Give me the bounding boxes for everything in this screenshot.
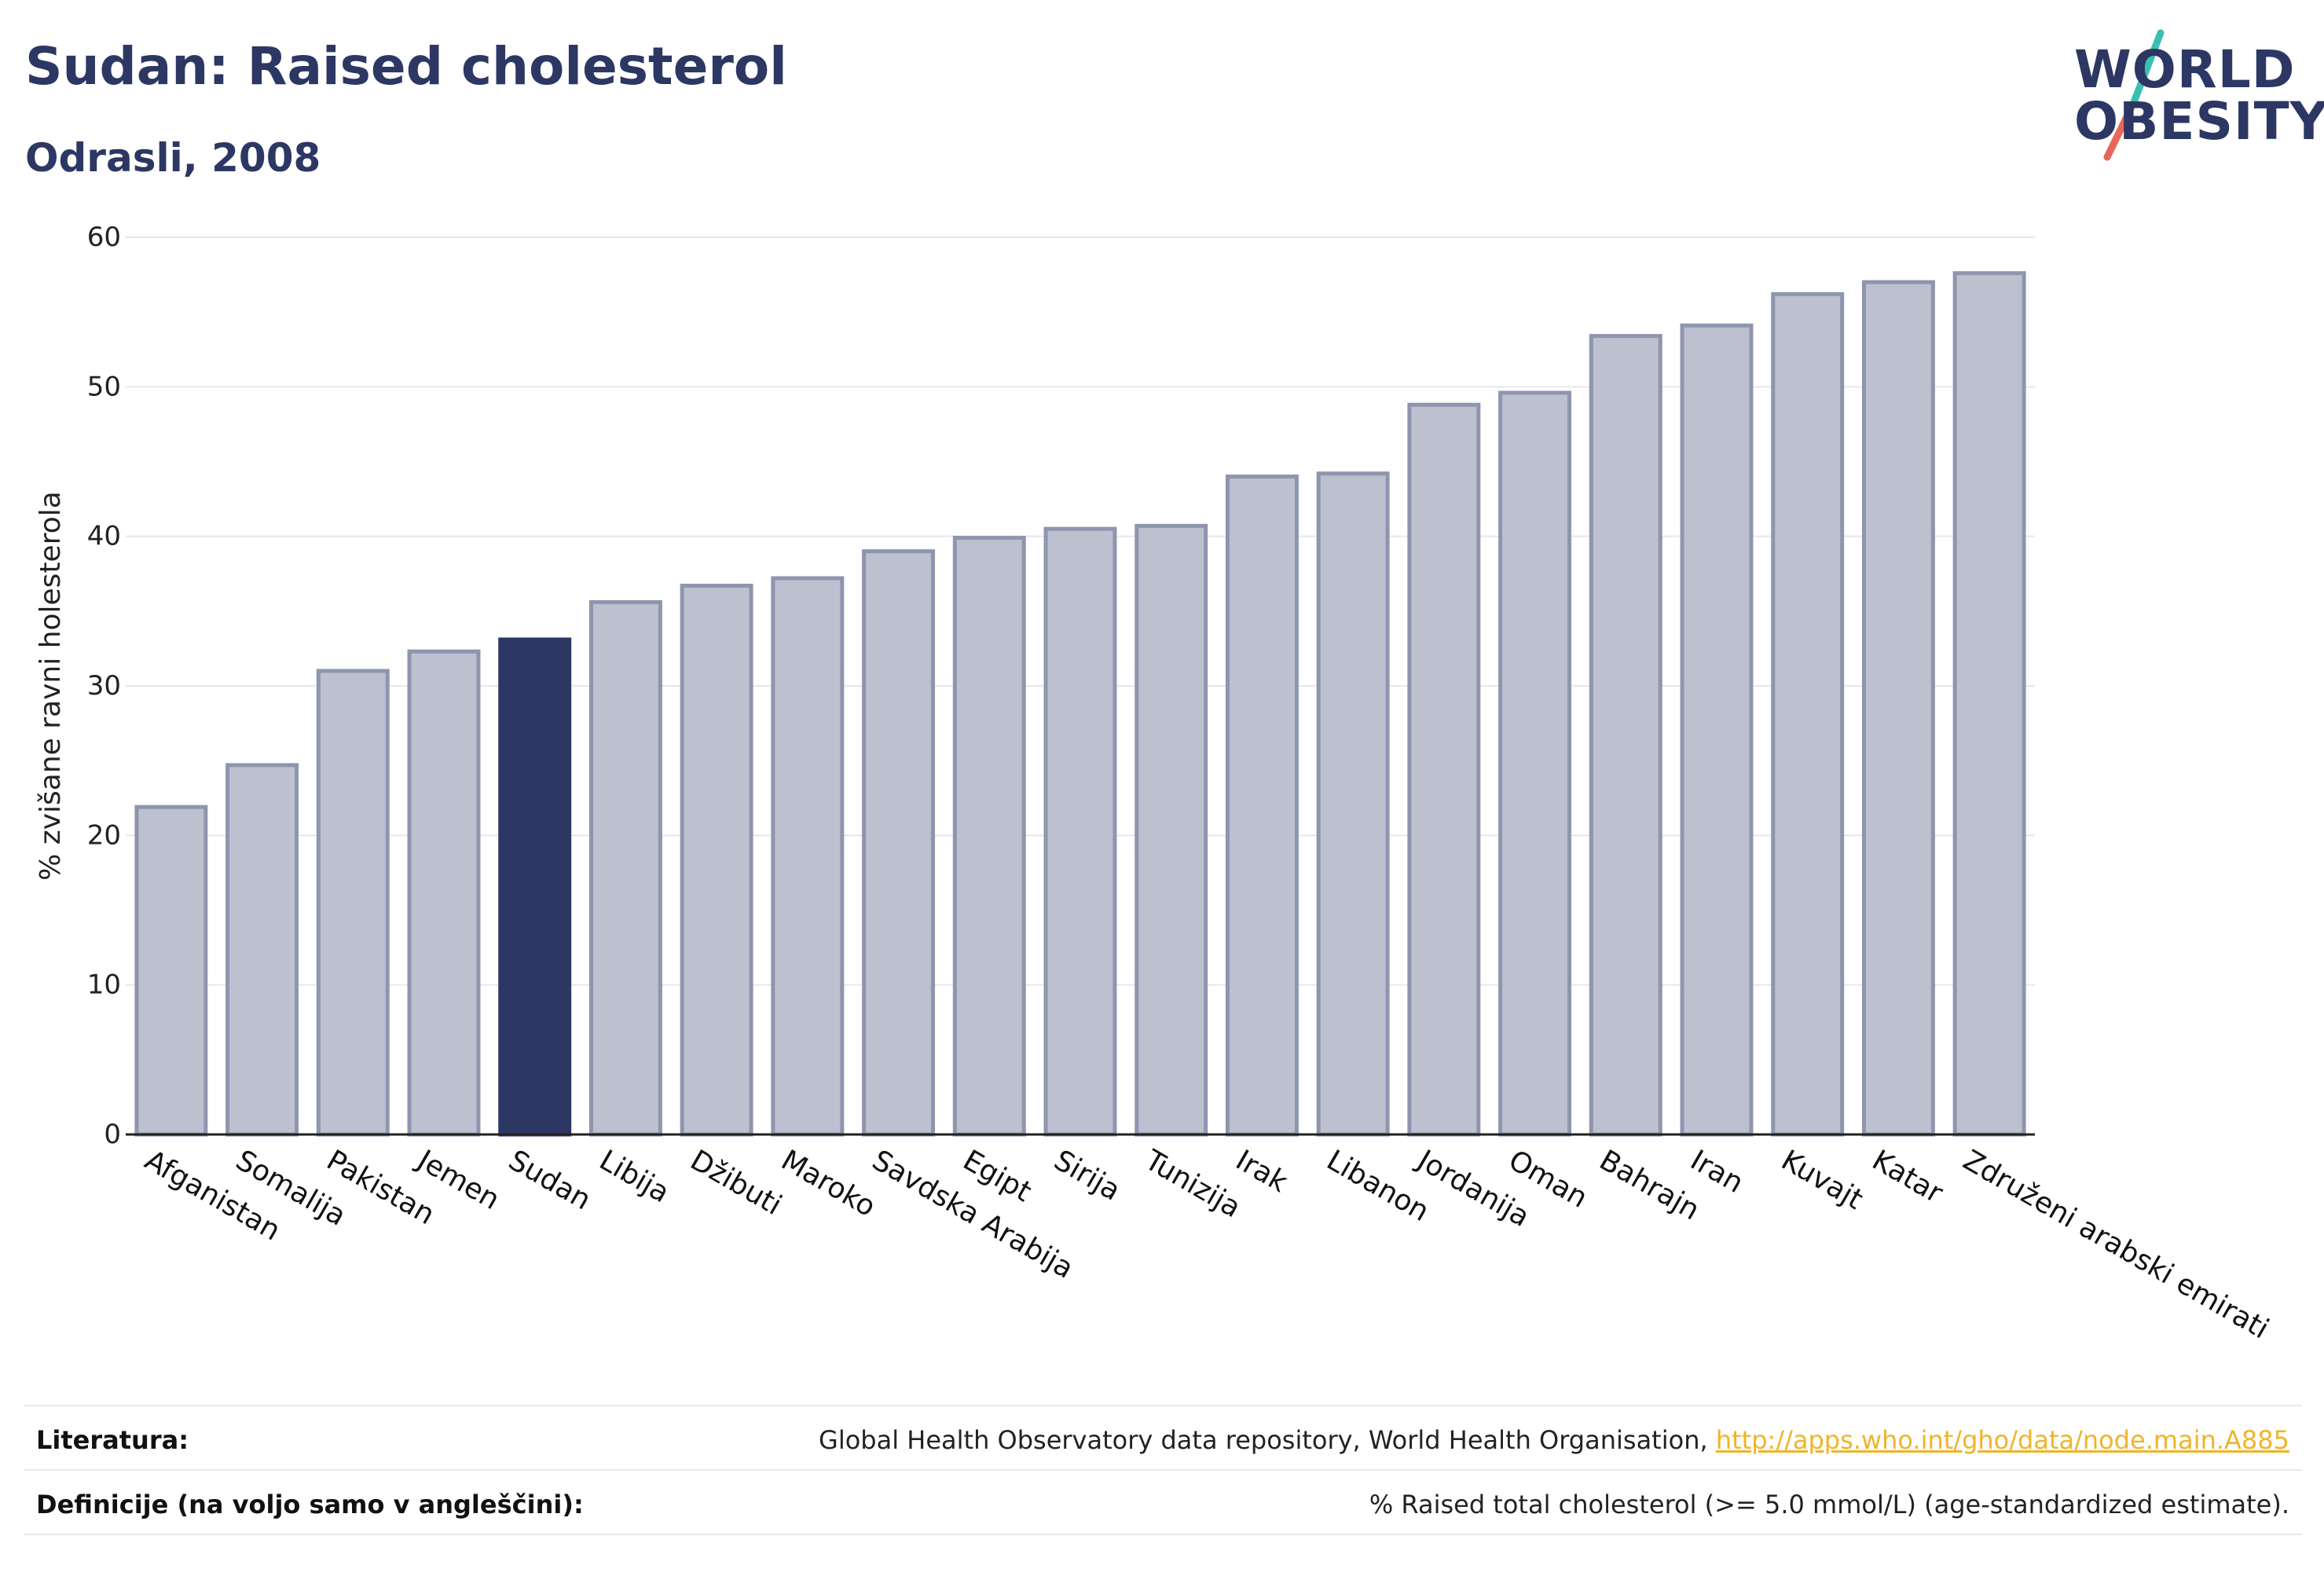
- footer-divider: [24, 1534, 2302, 1535]
- bar-katar: [1861, 280, 1935, 1137]
- bar-savdska-arabija: [862, 549, 936, 1137]
- bar-kuvajt: [1771, 291, 1845, 1137]
- y-tick-label: 40: [87, 521, 121, 552]
- bar-jemen: [407, 649, 481, 1137]
- sources-link[interactable]: http://apps.who.int/gho/data/node.main.A…: [1715, 1425, 2289, 1455]
- bar-afganistan: [134, 804, 208, 1137]
- bar-pakistan: [316, 669, 390, 1137]
- logo-text-world: WORLD: [2074, 39, 2296, 100]
- bar-oman: [1498, 390, 1572, 1137]
- x-tick-label: Džibuti: [685, 1144, 787, 1222]
- x-tick-label: Irak: [1230, 1144, 1293, 1199]
- bar-jordanija: [1407, 402, 1481, 1137]
- bar-sirija: [1043, 526, 1117, 1137]
- y-tick-label: 30: [87, 670, 121, 702]
- bar-bahrajn: [1589, 334, 1662, 1137]
- bar-irak: [1225, 475, 1299, 1137]
- x-tick-label: Bahrajn: [1594, 1144, 1705, 1226]
- bar-somalija: [225, 763, 299, 1137]
- y-tick-label: 0: [104, 1119, 121, 1150]
- bar-maroko: [771, 576, 845, 1137]
- bar-sudan: [498, 637, 572, 1137]
- x-tick-label: Sirija: [1049, 1144, 1126, 1207]
- page-subtitle: Odrasli, 2008: [25, 135, 321, 181]
- definitions-label: Definicije (na voljo samo v angleščini):: [36, 1490, 584, 1519]
- bar-združeni-arabski-emirati: [1952, 271, 2026, 1137]
- definitions-value: % Raised total cholesterol (>= 5.0 mmol/…: [1369, 1490, 2289, 1519]
- sources-label: Literatura:: [36, 1425, 189, 1455]
- bar-libija: [588, 599, 662, 1137]
- y-axis-label: % zvišane ravni holesterola: [35, 491, 67, 881]
- x-tick-label: Katar: [1867, 1144, 1948, 1210]
- sources-value: Global Health Observatory data repositor…: [819, 1425, 2289, 1455]
- x-tick-label: Libija: [594, 1144, 675, 1209]
- footer-row-sources: Literatura: Global Health Observatory da…: [24, 1405, 2302, 1469]
- x-tick-label: Tunizija: [1138, 1144, 1246, 1225]
- world-obesity-logo: WORLD OBESITY: [2043, 24, 2324, 165]
- x-tick-label: Libanon: [1321, 1144, 1435, 1228]
- bar-džibuti: [680, 583, 753, 1137]
- logo-slash-icon: [2103, 29, 2165, 161]
- bar-egipt: [952, 536, 1026, 1137]
- page-title: Sudan: Raised cholesterol: [25, 36, 787, 97]
- y-tick-label: 10: [87, 969, 121, 1001]
- y-tick-label: 60: [87, 222, 121, 253]
- x-tick-label: Sudan: [503, 1144, 596, 1216]
- bar-tunizija: [1135, 523, 1208, 1137]
- bar-iran: [1680, 323, 1754, 1137]
- bar-chart: 0 10 20 30 40 50 60 % zvišane ravni holesterola…: [35, 222, 2275, 1346]
- x-tick-label: Združeni arabski emirati: [1958, 1144, 2275, 1345]
- bar-libanon: [1316, 471, 1390, 1137]
- x-tick-label: Kuvajt: [1776, 1144, 1868, 1216]
- logo-text-obesity: OBESITY: [2074, 91, 2324, 152]
- x-tick-label: Iran: [1685, 1144, 1749, 1200]
- sources-text: Global Health Observatory data repositor…: [819, 1425, 1716, 1455]
- x-tick-label: Maroko: [775, 1144, 881, 1223]
- footer-row-definitions: Definicije (na voljo samo v angleščini):…: [24, 1469, 2302, 1534]
- y-tick-label: 20: [87, 819, 121, 851]
- y-tick-label: 50: [87, 371, 121, 402]
